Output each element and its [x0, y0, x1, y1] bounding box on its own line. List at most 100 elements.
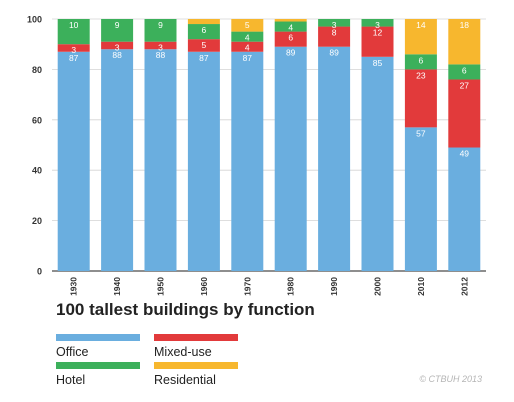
- data-label: 18: [460, 20, 470, 30]
- bar-office-1960: [187, 51, 220, 272]
- bar-mixed-use-1940: [101, 41, 134, 50]
- bar-mixed-use-1970: [231, 41, 264, 52]
- data-label: 87: [199, 53, 209, 63]
- data-label: 87: [243, 53, 253, 63]
- legend-label-hotel: Hotel: [56, 373, 86, 387]
- data-label: 6: [202, 25, 207, 35]
- legend-label-office: Office: [56, 345, 89, 359]
- x-tick-label: 1990: [329, 277, 339, 296]
- data-label: 5: [245, 20, 250, 30]
- data-label: 3: [332, 20, 337, 30]
- bar-hotel-2012: [448, 64, 481, 80]
- data-label: 89: [286, 48, 296, 58]
- bar-mixed-use-1990: [318, 26, 351, 47]
- data-label: 5: [202, 40, 207, 50]
- data-label: 6: [462, 65, 467, 75]
- bar-residential-1980: [274, 19, 307, 22]
- bar-office-1950: [144, 49, 177, 271]
- bar-hotel-1930: [57, 19, 90, 45]
- bar-hotel-1940: [101, 19, 134, 42]
- legend-swatch-office: [56, 334, 140, 341]
- bar-mixed-use-1930: [57, 44, 90, 52]
- bar-office-2012: [448, 147, 481, 271]
- x-tick-label: 2000: [373, 277, 383, 296]
- legend-label-mixed-use: Mixed-use: [154, 345, 212, 359]
- data-label: 88: [112, 50, 122, 60]
- bar-office-2000: [361, 56, 394, 271]
- bar-hotel-1960: [187, 24, 220, 40]
- bar-residential-1970: [231, 19, 264, 32]
- bar-office-1940: [101, 49, 134, 271]
- data-label: 9: [115, 20, 120, 30]
- y-tick-label: 40: [32, 166, 42, 176]
- data-label: 85: [373, 58, 383, 68]
- y-tick-label: 60: [32, 115, 42, 125]
- legend-entry-mixed-use: Mixed-use: [154, 334, 238, 359]
- data-label: 87: [69, 53, 79, 63]
- bar-mixed-use-2010: [404, 69, 437, 128]
- copyright-notice: © CTBUH 2013: [419, 374, 482, 384]
- x-axis-ticks: 1930 1940 1950 1960 1970 1980 1990 2000 2010 2012: [69, 277, 470, 296]
- data-label: 8: [332, 28, 337, 38]
- bar-hotel-2000: [361, 19, 394, 27]
- data-label: 12: [373, 28, 383, 38]
- y-tick-label: 20: [32, 216, 42, 226]
- bar-office-2010: [404, 127, 437, 271]
- y-axis-ticks: 0 20 40 60 80 100: [27, 15, 42, 277]
- legend-swatch-mixed-use: [154, 334, 238, 341]
- x-tick-label: 2012: [459, 277, 469, 296]
- data-label: 3: [115, 43, 120, 53]
- bar-residential-2012: [448, 19, 481, 65]
- data-label: 23: [416, 70, 426, 80]
- data-label: 6: [288, 33, 293, 43]
- bar-residential-1960: [187, 19, 220, 25]
- data-label: 10: [69, 20, 79, 30]
- y-tick-label: 0: [37, 267, 42, 277]
- data-label: 3: [375, 20, 380, 30]
- bar-office-1970: [231, 51, 264, 272]
- x-tick-label: 2010: [416, 277, 426, 296]
- chart-title: 100 tallest buildings by function: [56, 300, 315, 319]
- legend-label-residential: Residential: [154, 373, 216, 387]
- y-tick-label: 80: [32, 65, 42, 75]
- y-tick-label: 100: [27, 15, 42, 25]
- data-label: 49: [460, 149, 470, 159]
- data-label: 57: [416, 128, 426, 138]
- bar-office-1930: [57, 51, 90, 272]
- x-tick-label: 1960: [199, 277, 209, 296]
- bars: 8731088398839875687445896489838512357236…: [57, 19, 481, 272]
- data-label: 27: [460, 80, 470, 90]
- bar-office-1990: [318, 46, 351, 271]
- legend-entry-hotel: Hotel: [56, 362, 140, 387]
- bar-mixed-use-1960: [187, 39, 220, 52]
- bar-mixed-use-1980: [274, 31, 307, 47]
- data-label: 3: [158, 43, 163, 53]
- bar-hotel-1990: [318, 19, 351, 27]
- legend-entry-residential: Residential: [154, 362, 238, 387]
- x-tick-label: 1930: [69, 277, 79, 296]
- bar-mixed-use-2012: [448, 79, 481, 148]
- x-tick-label: 1940: [112, 277, 122, 296]
- bar-hotel-1970: [231, 31, 264, 42]
- legend-entry-office: Office: [56, 334, 140, 359]
- bar-office-1980: [274, 46, 307, 271]
- bar-hotel-1950: [144, 19, 177, 42]
- x-tick-label: 1980: [286, 277, 296, 296]
- data-label: 6: [419, 55, 424, 65]
- data-label: 3: [71, 45, 76, 55]
- data-label: 4: [245, 33, 250, 43]
- data-label: 4: [288, 23, 293, 33]
- bar-hotel-1980: [274, 21, 307, 32]
- legend-swatch-residential: [154, 362, 238, 369]
- bar-mixed-use-2000: [361, 26, 394, 57]
- data-label: 88: [156, 50, 166, 60]
- bar-hotel-2010: [404, 54, 437, 70]
- x-tick-label: 1950: [156, 277, 166, 296]
- bar-mixed-use-1950: [144, 41, 177, 50]
- bar-residential-2010: [404, 19, 437, 55]
- legend-swatch-hotel: [56, 362, 140, 369]
- data-label: 89: [329, 48, 339, 58]
- data-label: 9: [158, 20, 163, 30]
